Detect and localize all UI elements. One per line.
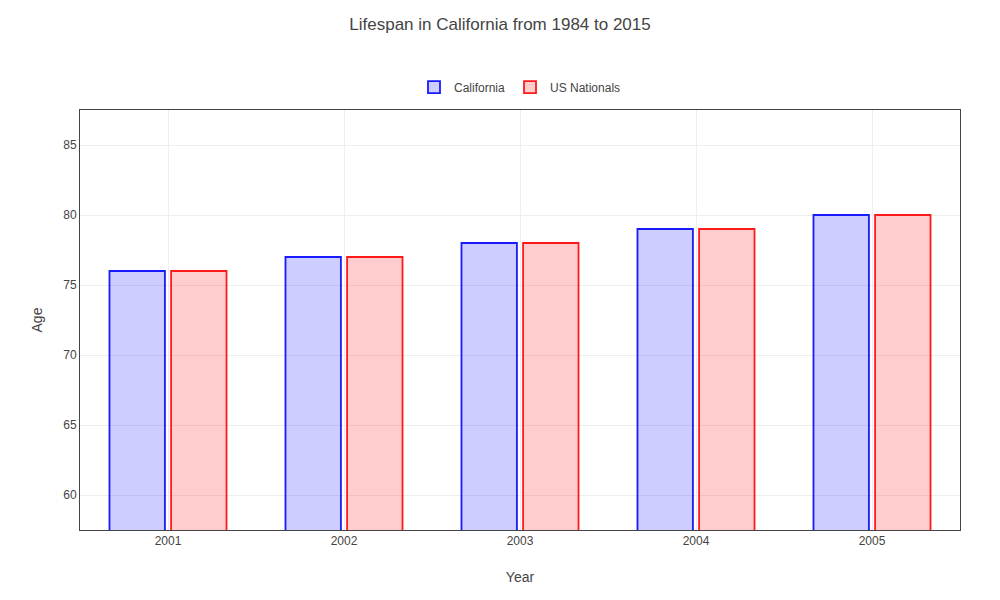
svg-text:85: 85 <box>63 138 77 152</box>
svg-text:80: 80 <box>63 208 77 222</box>
svg-text:2003: 2003 <box>507 534 534 548</box>
svg-text:2001: 2001 <box>155 534 182 548</box>
svg-text:2005: 2005 <box>859 534 886 548</box>
svg-text:70: 70 <box>63 348 77 362</box>
svg-text:US Nationals: US Nationals <box>550 81 620 95</box>
svg-text:Lifespan in California from 19: Lifespan in California from 1984 to 2015 <box>349 15 650 34</box>
svg-text:2004: 2004 <box>683 534 710 548</box>
svg-text:Age: Age <box>29 307 45 332</box>
svg-text:2002: 2002 <box>331 534 358 548</box>
svg-text:California: California <box>454 81 505 95</box>
svg-text:75: 75 <box>63 278 77 292</box>
svg-text:60: 60 <box>63 488 77 502</box>
svg-text:65: 65 <box>63 418 77 432</box>
svg-text:Year: Year <box>506 569 535 585</box>
